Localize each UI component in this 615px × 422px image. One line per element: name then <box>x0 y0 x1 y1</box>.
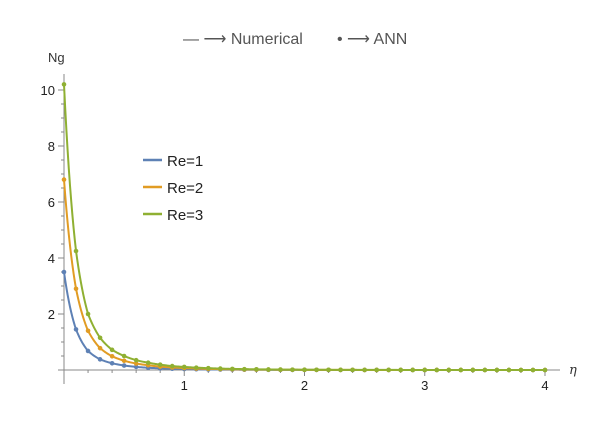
ann-point <box>73 286 79 292</box>
series-line <box>63 84 545 371</box>
ann-point <box>242 366 247 372</box>
ann-point <box>133 364 139 370</box>
ann-point <box>85 311 91 317</box>
ann-point <box>302 367 307 373</box>
ann-point <box>61 177 67 182</box>
ann-point <box>169 363 175 369</box>
x-axis-title: η <box>569 363 577 378</box>
ann-point <box>350 367 355 373</box>
header-ann-label: • ⟶ ANN <box>337 31 407 48</box>
ann-point <box>410 367 416 373</box>
ann-point <box>181 364 187 370</box>
ann-point <box>446 367 452 373</box>
ann-point <box>374 367 379 373</box>
ann-point <box>326 367 331 373</box>
ann-point <box>145 360 151 366</box>
ann-point <box>530 367 536 373</box>
ann-point <box>121 358 127 364</box>
ann-point <box>494 367 500 373</box>
series-group <box>61 82 548 373</box>
header-numerical-label: — ⟶ Numerical <box>183 31 303 48</box>
legend-label-re2: Re=2 <box>167 180 203 197</box>
ann-point <box>109 347 115 353</box>
ann-point <box>133 361 139 366</box>
y-tick-label: 8 <box>48 139 55 154</box>
y-tick-label: 6 <box>48 195 55 210</box>
series-line <box>63 271 545 371</box>
ann-point <box>278 367 283 372</box>
ann-point <box>218 366 223 371</box>
ann-point <box>121 353 127 359</box>
ann-point <box>97 345 103 351</box>
ann-point <box>193 365 199 370</box>
ann-point <box>470 367 476 373</box>
x-tick-label: 4 <box>541 378 548 393</box>
ticks: 1 2 3 4 2 4 6 8 10 <box>41 83 549 393</box>
ann-point <box>518 367 524 373</box>
series-re3 <box>61 82 548 373</box>
ann-point <box>61 82 67 87</box>
ann-point <box>97 357 103 362</box>
ann-point <box>482 367 488 373</box>
ann-point <box>398 367 404 373</box>
ann-point <box>542 367 548 373</box>
x-tick-label: 3 <box>421 378 428 393</box>
ann-point <box>458 367 464 373</box>
ann-point <box>109 353 115 359</box>
ann-point <box>73 327 79 332</box>
ann-point <box>386 367 391 373</box>
ann-point <box>506 367 512 373</box>
ann-point <box>254 367 259 372</box>
ann-point <box>362 367 367 373</box>
ann-point <box>266 367 271 372</box>
ann-point <box>338 367 343 373</box>
ann-point <box>109 360 115 366</box>
y-tick-label: 2 <box>48 307 55 322</box>
x-tick-label: 2 <box>301 378 308 393</box>
legend: Re=1 Re=2 Re=3 <box>143 153 203 224</box>
ann-point <box>206 365 211 371</box>
ann-point <box>97 335 103 341</box>
ann-point <box>133 357 139 363</box>
ann-point <box>121 363 127 368</box>
ann-point <box>157 362 163 367</box>
y-axis-title: Ng <box>48 50 65 65</box>
ann-point <box>73 248 79 254</box>
ann-point <box>61 269 67 275</box>
x-tick-label: 1 <box>181 378 188 393</box>
legend-label-re1: Re=1 <box>167 153 203 170</box>
series-re2 <box>61 177 548 373</box>
series-line <box>63 179 545 371</box>
ann-point <box>434 367 440 373</box>
legend-label-re3: Re=3 <box>167 207 203 224</box>
ann-point <box>422 367 428 373</box>
ann-point <box>290 367 295 372</box>
y-tick-label: 10 <box>41 83 55 98</box>
ann-point <box>230 366 235 372</box>
ann-point <box>85 348 91 354</box>
ann-point <box>85 328 91 334</box>
series-re1 <box>61 269 548 373</box>
ann-point <box>314 367 319 373</box>
y-tick-label: 4 <box>48 251 55 266</box>
